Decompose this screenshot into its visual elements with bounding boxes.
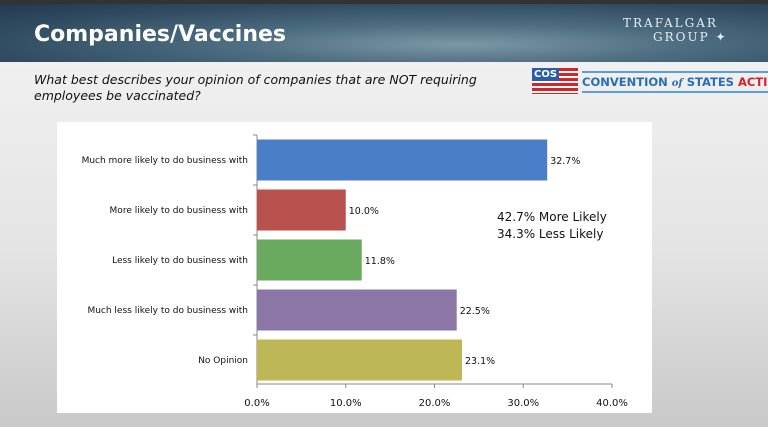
bar — [257, 339, 463, 381]
data-label: 10.0% — [349, 206, 379, 217]
data-label: 32.7% — [550, 156, 580, 167]
bar — [257, 139, 548, 181]
category-label: More likely to do business with — [110, 206, 248, 216]
summary-more-likely: 42.7% More Likely — [497, 210, 607, 224]
summary-note: 42.7% More Likely 34.3% Less Likely — [497, 209, 607, 243]
x-tick-label: 40.0% — [596, 398, 628, 409]
category-label: Much less likely to do business with — [87, 306, 248, 316]
category-label: No Opinion — [198, 356, 248, 366]
header-banner: Companies/Vaccines TRAFALGAR GROUP ✦ — [0, 4, 768, 62]
summary-less-likely: 34.3% Less Likely — [497, 227, 604, 241]
data-label: 11.8% — [365, 256, 395, 267]
x-tick-label: 10.0% — [330, 398, 362, 409]
bar — [257, 239, 362, 281]
cos-flag-icon: COS — [532, 68, 578, 94]
data-label: 22.5% — [460, 306, 490, 317]
page-title: Companies/Vaccines — [34, 22, 287, 47]
survey-question: What best describes your opinion of comp… — [34, 72, 477, 103]
x-tick-label: 0.0% — [244, 398, 269, 409]
data-label: 23.1% — [465, 356, 495, 367]
trafalgar-logo: TRAFALGAR GROUP ✦ — [623, 16, 728, 44]
category-label: Less likely to do business with — [112, 256, 248, 266]
x-tick-label: 30.0% — [507, 398, 539, 409]
category-label: Much more likely to do business with — [82, 156, 248, 166]
bar — [257, 189, 346, 231]
cos-logo: COS CONVENTION of STATES ACTION — [530, 68, 768, 94]
bar — [257, 289, 457, 331]
x-tick-label: 20.0% — [419, 398, 451, 409]
top-strip — [0, 0, 768, 4]
